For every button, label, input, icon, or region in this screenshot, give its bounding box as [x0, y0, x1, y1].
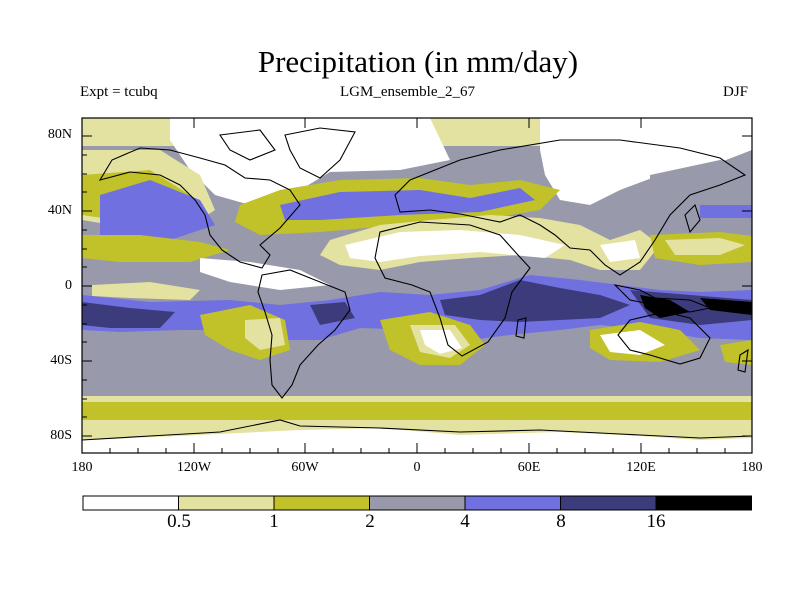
colorbar-swatch-1 [178, 495, 275, 511]
lon-tick-120w: 120W [176, 460, 212, 475]
field-india-dry [600, 240, 640, 262]
precip-field [82, 118, 752, 453]
field-natl-wet [280, 188, 535, 220]
lon-tick-120e: 120E [626, 460, 656, 475]
field-sepac-light [245, 318, 285, 350]
colorbar-swatch-4 [464, 495, 561, 511]
coast-africa [374, 221, 531, 357]
season-label: DJF [723, 84, 749, 100]
lon-tick-60w: 60W [291, 460, 319, 475]
colorbar-swatch-0 [82, 495, 179, 511]
colorbar-label-4: 8 [556, 511, 566, 532]
field-wpac-light [665, 238, 745, 255]
field-npac-wet [100, 180, 215, 240]
coast-north-america [98, 147, 301, 269]
colorbar-label-0: 0.5 [167, 511, 191, 532]
coast-maritime-continent [613, 284, 712, 313]
field-pacific-heavy [82, 302, 175, 328]
lat-tick-80s: 80S [50, 428, 72, 443]
colorbar-swatch-6 [655, 495, 752, 511]
colorbar-label-1: 1 [269, 511, 279, 532]
lon-tick-180w: 180 [71, 460, 93, 475]
field-australia-dry [600, 330, 665, 355]
coast-antarctica [82, 419, 752, 441]
field-epac-olive [82, 235, 230, 262]
colorbar-label-2: 2 [365, 511, 375, 532]
field-spcz-extreme [700, 298, 752, 315]
coast-madagascar [515, 317, 527, 339]
field-tasman-olive [720, 340, 752, 365]
lat-tick-80n: 80N [47, 127, 72, 142]
colorbar [82, 495, 752, 511]
colorbar-label-5: 16 [646, 511, 666, 532]
field-indian-heavy [440, 280, 630, 322]
coast-australia [617, 311, 711, 365]
coast-greenland [284, 127, 356, 179]
coast-eurasia [394, 139, 747, 276]
coastlines [82, 127, 752, 441]
lon-tick-180e: 180 [741, 460, 763, 475]
field-amazon-heavy [310, 302, 355, 325]
map-title: Precipitation (in mm/day) [257, 44, 579, 79]
coast-new-zealand [737, 348, 749, 373]
field-southern-ocean-light [82, 396, 752, 402]
field-sahara-dry [345, 230, 565, 262]
colorbar-swatch-5 [560, 495, 657, 511]
field-npac-west-wet [700, 205, 752, 218]
field-antarctic-dry [82, 428, 752, 453]
colorbar-label-3: 4 [460, 511, 470, 532]
coast-japan [684, 203, 701, 234]
lat-tick-40n: 40N [47, 203, 72, 218]
lon-tick-0: 0 [413, 460, 421, 475]
coast-south-america [257, 269, 351, 399]
coast-arctic-islands [219, 129, 276, 161]
ensemble-label: LGM_ensemble_2_67 [340, 84, 475, 100]
lat-tick-0: 0 [65, 278, 72, 293]
field-arctic-dry [170, 118, 450, 205]
lon-tick-60e: 60E [517, 460, 541, 475]
axis-ticks [81, 118, 753, 453]
lat-tick-40s: 40S [50, 353, 72, 368]
field-epac-eq-light [92, 282, 200, 300]
colorbar-swatch-2 [273, 495, 370, 511]
colorbar-swatch-3 [369, 495, 466, 511]
experiment-label: Expt = tcubq [80, 84, 158, 100]
